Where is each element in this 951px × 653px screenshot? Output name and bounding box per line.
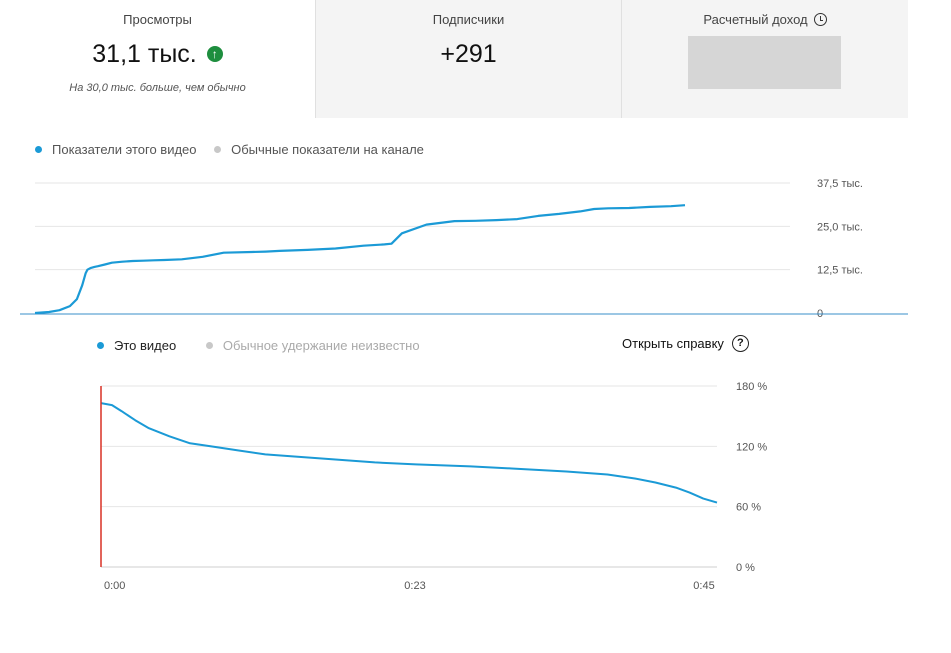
legend-retention-typical: Обычное удержание неизвестно (205, 338, 420, 353)
legend-retention-typical-label: Обычное удержание неизвестно (222, 338, 420, 353)
retention-series-line (100, 402, 718, 504)
legend-retention-this-video-label: Это видео (114, 338, 177, 353)
arrow-up-icon: ↑ (206, 46, 223, 62)
x-tick-label: 0:45 (693, 580, 714, 592)
revenue-card[interactable]: Расчетный доход (622, 0, 908, 118)
y-tick-label: 180 % (736, 381, 767, 393)
y-tick-label: 37,5 тыс. (817, 178, 863, 190)
legend-this-video-label: Показатели этого видео (52, 142, 197, 157)
legend-typical[interactable]: Обычные показатели на канале (214, 142, 424, 157)
legend-retention-this-video[interactable]: Это видео (97, 338, 176, 353)
subscribers-value: +291 (440, 40, 497, 68)
y-tick-label: 0 % (736, 562, 755, 574)
legend-this-video[interactable]: Показатели этого видео (35, 142, 197, 157)
x-tick-label: 0:23 (404, 580, 425, 592)
series-dot-icon (205, 342, 213, 349)
help-icon[interactable]: ? (731, 335, 749, 352)
views-comparison-note: На 30,0 тыс. больше, чем обычно (69, 82, 246, 94)
revenue-label-row: Расчетный доход (622, 12, 908, 27)
clock-icon[interactable] (813, 13, 827, 26)
y-tick-label: 25,0 тыс. (817, 221, 863, 233)
y-tick-label: 0 (817, 308, 823, 320)
revenue-label: Расчетный доход (703, 12, 808, 27)
views-label: Просмотры (123, 12, 192, 27)
subscribers-label: Подписчики (432, 12, 505, 27)
retention-chart-legend: Это видео Обычное удержание неизвестно (97, 337, 434, 353)
open-help-label: Открыть справку (622, 336, 724, 351)
revenue-redacted-value (688, 36, 841, 89)
subscribers-card[interactable]: Подписчики +291 (315, 0, 622, 118)
views-series-line (34, 204, 686, 315)
views-card[interactable]: Просмотры 31,1 тыс. ↑ На 30,0 тыс. больше… (0, 0, 315, 118)
y-tick-label: 60 % (736, 502, 761, 514)
x-tick-label: 0:00 (104, 580, 125, 592)
series-dot-icon (214, 146, 222, 153)
series-dot-icon (97, 342, 104, 349)
y-tick-label: 120 % (736, 441, 767, 453)
y-tick-label: 12,5 тыс. (817, 265, 863, 277)
views-value-row: 31,1 тыс. ↑ (0, 40, 315, 69)
stats-panel: Просмотры 31,1 тыс. ↑ На 30,0 тыс. больше… (0, 0, 908, 118)
series-dot-icon (35, 146, 42, 153)
views-value: 31,1 тыс. (92, 40, 197, 68)
views-chart-legend: Показатели этого видео Обычные показател… (35, 141, 438, 157)
legend-typical-label: Обычные показатели на канале (231, 142, 424, 157)
open-help-link[interactable]: Открыть справку? (622, 335, 749, 352)
